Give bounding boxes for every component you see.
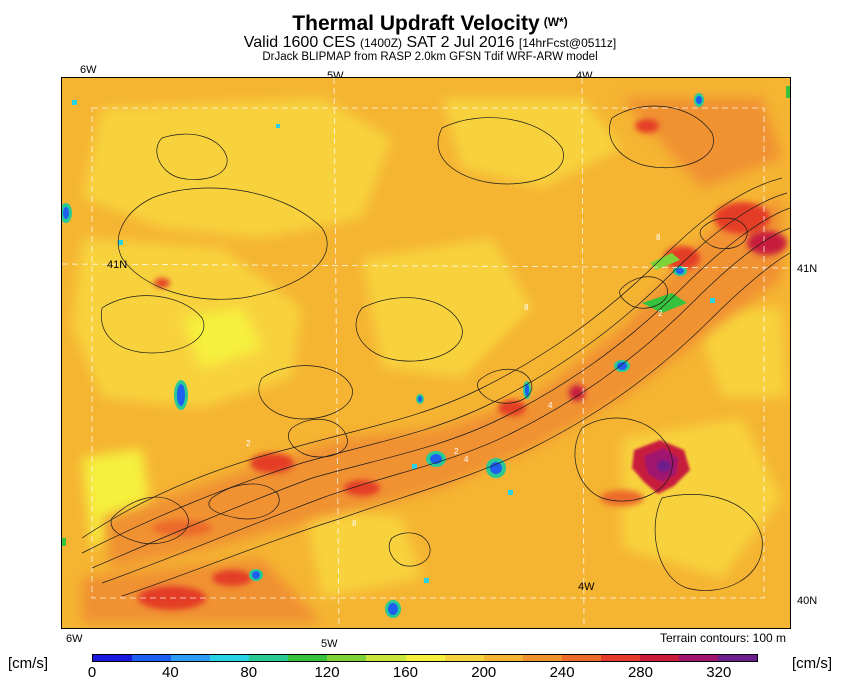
unit-label-left: [cm/s] bbox=[8, 655, 48, 672]
colorbar-swatch bbox=[171, 655, 211, 661]
thermal-map: 8 4 8 8 2 2 2 4 bbox=[61, 77, 791, 629]
subtitle-valid: Valid 1600 CES bbox=[243, 34, 356, 51]
model-line: DrJack BLIPMAP from RASP 2.0km GFSN Tdif… bbox=[262, 51, 598, 63]
svg-text:8: 8 bbox=[524, 303, 529, 312]
colorbar-swatch bbox=[132, 655, 172, 661]
terrain-note: Terrain contours: 100 m bbox=[659, 631, 786, 645]
title-symbol: (W*) bbox=[543, 15, 568, 29]
terrain-contours bbox=[81, 105, 790, 597]
label-right-40n: 40N bbox=[797, 595, 818, 607]
label-left-41n: 41N bbox=[107, 259, 128, 271]
svg-text:8: 8 bbox=[656, 233, 661, 242]
title-text: Thermal Updraft Velocity bbox=[292, 12, 540, 35]
low-spots bbox=[62, 86, 790, 618]
purple-maximum bbox=[632, 440, 690, 494]
colorbar-swatch bbox=[522, 655, 562, 661]
subtitle-utc: (1400Z) bbox=[360, 36, 403, 50]
colorbar-swatch bbox=[718, 655, 758, 661]
colorbar-label: 160 bbox=[392, 664, 418, 681]
colorbar-swatch bbox=[561, 655, 601, 661]
colorbar-label: 120 bbox=[314, 664, 340, 681]
colorbar-swatch bbox=[327, 655, 367, 661]
svg-text:2: 2 bbox=[246, 439, 251, 448]
svg-text:8: 8 bbox=[352, 519, 357, 528]
colorbar-swatch bbox=[93, 655, 133, 661]
colorbar-label: 280 bbox=[627, 664, 653, 681]
colorbar-label: 320 bbox=[706, 664, 732, 681]
grid-lines bbox=[62, 78, 790, 628]
colorbar-swatch bbox=[249, 655, 289, 661]
unit-label-right: [cm/s] bbox=[792, 655, 832, 672]
colorbar-swatch bbox=[600, 655, 640, 661]
colorbar-swatch bbox=[639, 655, 679, 661]
colorbar-label: 40 bbox=[162, 664, 179, 681]
svg-text:2: 2 bbox=[658, 309, 663, 318]
tick-bottom-6w: 6W bbox=[66, 633, 83, 645]
map-field-svg: 8 4 8 8 2 2 2 4 bbox=[62, 78, 790, 628]
colorbar-swatch bbox=[288, 655, 328, 661]
colorbar-label: 240 bbox=[549, 664, 575, 681]
svg-text:2: 2 bbox=[454, 447, 459, 456]
svg-text:4: 4 bbox=[548, 401, 553, 410]
svg-text:4: 4 bbox=[464, 455, 469, 464]
colorbar-swatch bbox=[483, 655, 523, 661]
map-subtitle: Valid 1600 CES (1400Z) SAT 2 Jul 2016 [1… bbox=[0, 34, 860, 52]
label-inner-4w: 4W bbox=[578, 581, 595, 593]
label-right-41n: 41N bbox=[797, 263, 818, 275]
colorbar bbox=[92, 654, 758, 662]
tick-bottom-5w: 5W bbox=[321, 638, 338, 650]
colorbar-swatch bbox=[678, 655, 718, 661]
map-title: Thermal Updraft Velocity (W*) bbox=[0, 10, 860, 36]
colorbar-label: 0 bbox=[87, 664, 97, 681]
contour-labels: 8 4 8 8 2 2 2 4 bbox=[246, 233, 663, 528]
colorbar-label: 200 bbox=[471, 664, 497, 681]
colorbar-swatch bbox=[210, 655, 250, 661]
colorbar-swatch bbox=[405, 655, 445, 661]
tick-top-6w: 6W bbox=[80, 64, 97, 76]
colorbar-label: 80 bbox=[240, 664, 258, 681]
colorbar-swatch bbox=[444, 655, 484, 661]
colorbar-swatch bbox=[366, 655, 406, 661]
subtitle-date: SAT 2 Jul 2016 bbox=[406, 34, 515, 51]
subtitle-forecast: [14hrFcst@0511z] bbox=[518, 36, 617, 50]
